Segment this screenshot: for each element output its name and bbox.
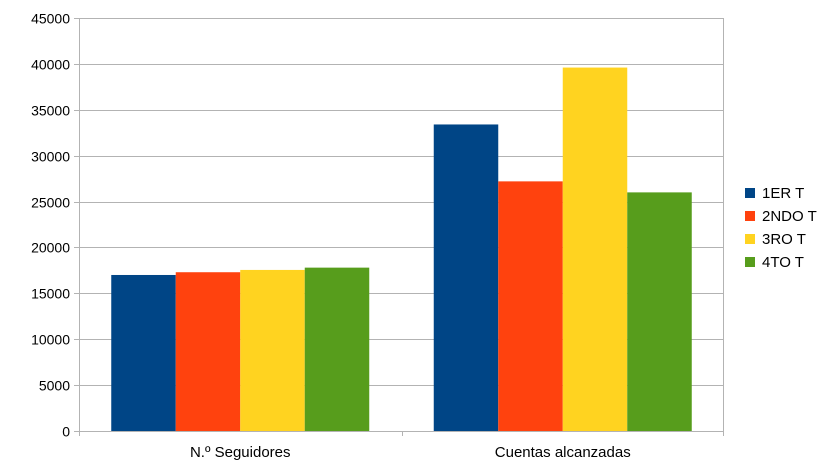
legend: 1ER T 2NDO T 3RO T 4TO T (745, 185, 817, 271)
legend-label: 2NDO T (762, 208, 817, 225)
y-tick-label: 45000 (31, 11, 70, 27)
y-tick-label: 10000 (31, 332, 70, 348)
legend-swatch (745, 211, 755, 221)
bar-3ro-t-1 (562, 67, 628, 431)
legend-swatch (745, 257, 755, 267)
y-tick-label: 15000 (31, 286, 70, 302)
legend-swatch (745, 234, 755, 244)
y-tick-label: 20000 (31, 240, 70, 256)
bars (111, 67, 692, 431)
bar-1er-t-1 (433, 124, 499, 431)
bar-4to-t-0 (304, 267, 370, 431)
y-tick-label: 35000 (31, 103, 70, 119)
bar-3ro-t-0 (240, 269, 305, 431)
axes: 0 5000 10000 15000 20000 25000 30000 35000 40000… (31, 11, 724, 461)
legend-label: 4TO T (762, 254, 804, 271)
bar-4to-t-1 (627, 192, 692, 431)
legend-label: 1ER T (762, 185, 804, 202)
y-tick-label: 40000 (31, 57, 70, 73)
x-category-label: Cuentas alcanzadas (495, 444, 631, 461)
bar-2ndo-t-0 (175, 272, 241, 431)
x-category-label: N.º Seguidores (190, 444, 291, 461)
y-tick-label: 0 (62, 424, 70, 440)
y-tick-label: 25000 (31, 195, 70, 211)
legend-label: 3RO T (762, 231, 806, 248)
legend-swatch (745, 188, 755, 198)
y-tick-label: 5000 (39, 378, 70, 394)
y-tick-label: 30000 (31, 149, 70, 165)
bar-2ndo-t-1 (498, 181, 563, 431)
bar-1er-t-0 (111, 274, 176, 431)
